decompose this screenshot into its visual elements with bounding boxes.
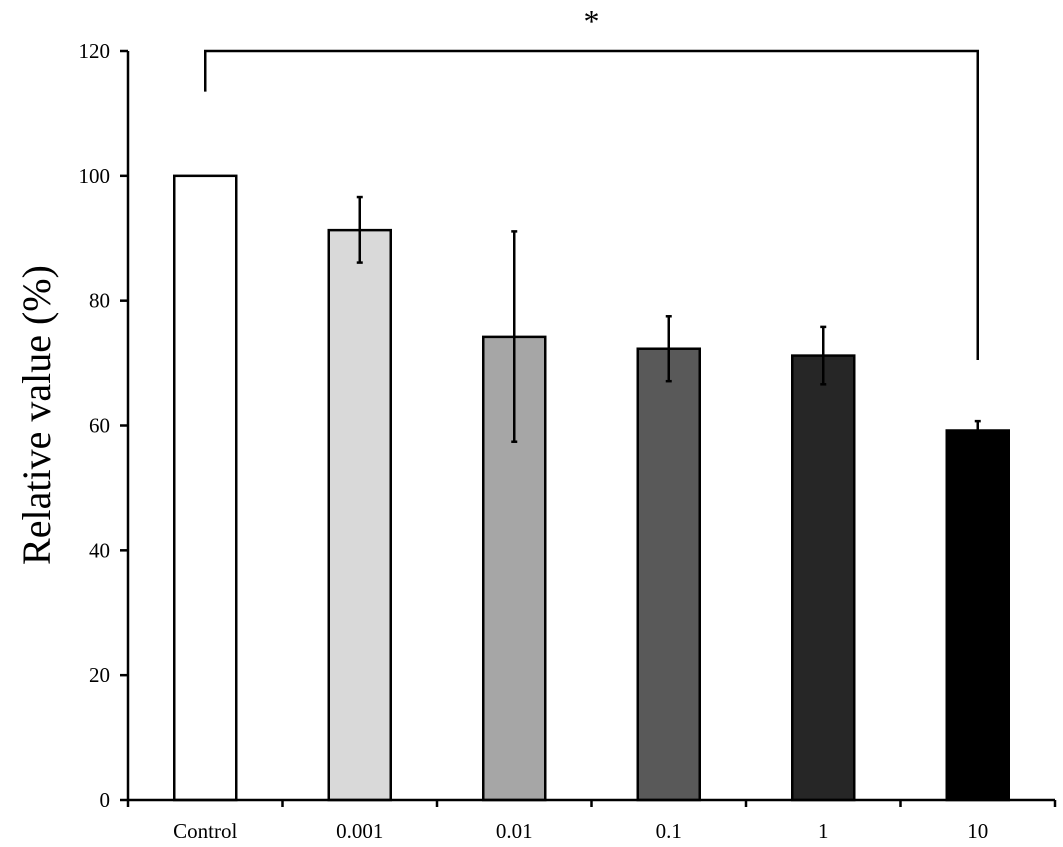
x-tick-label: 0.001	[336, 819, 383, 843]
y-tick-label: 120	[79, 39, 111, 63]
y-tick-label: 0	[100, 788, 111, 812]
x-tick-label: Control	[173, 819, 237, 843]
x-tick-label: 1	[818, 819, 829, 843]
y-tick-label: 60	[89, 414, 110, 438]
significance-bracket	[204, 49, 979, 360]
y-tick-label: 40	[89, 538, 110, 562]
bar-control	[173, 174, 238, 802]
y-tick-label: 100	[79, 164, 111, 188]
x-tick-label: 10	[967, 819, 988, 843]
bar-0-001	[327, 228, 392, 802]
significance-label: *	[584, 3, 600, 39]
bar-10	[945, 429, 1010, 802]
x-tick-label: 0.01	[496, 819, 533, 843]
y-tick-label: 80	[89, 289, 110, 313]
bar-1	[791, 354, 856, 802]
bar-0-1	[636, 347, 701, 802]
y-tick-label: 20	[89, 663, 110, 687]
plot-area: 0 20 40 60 80 100 120 Control 0.001 0.01 0.1 1 10 *	[79, 3, 1057, 843]
x-tick-label: 0.1	[656, 819, 682, 843]
y-axis-title: Relative value (%)	[14, 265, 59, 565]
